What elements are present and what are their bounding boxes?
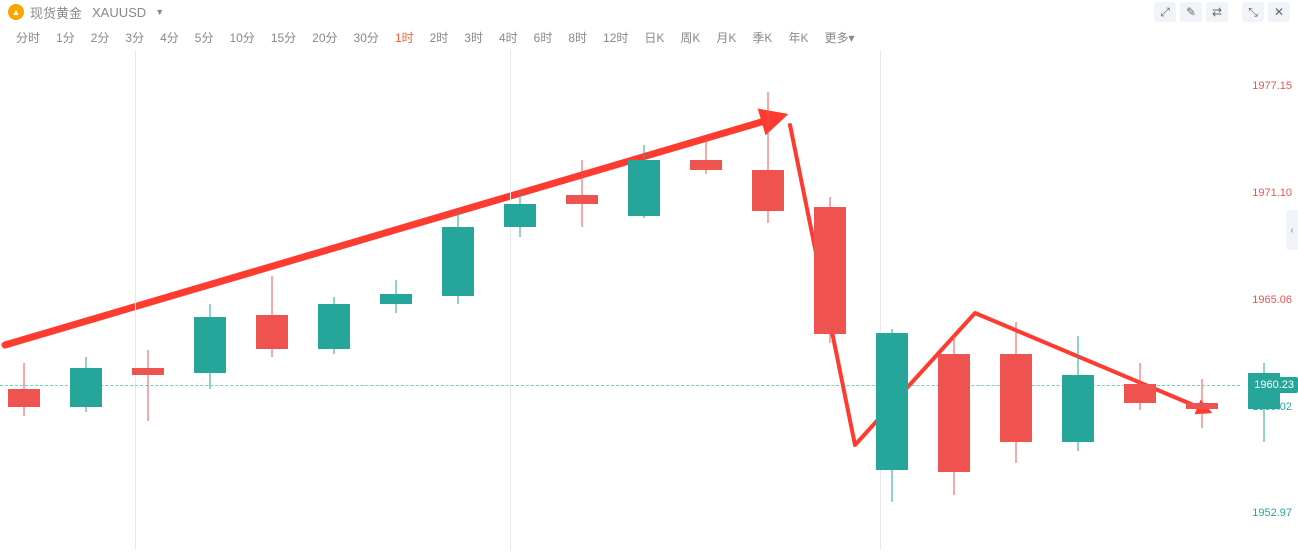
annotation-arrows: [0, 50, 1240, 550]
candle[interactable]: [70, 50, 102, 550]
candle[interactable]: [1124, 50, 1156, 550]
timeframe-8时[interactable]: 8时: [560, 27, 595, 48]
price-label: 1959.02: [1252, 401, 1292, 413]
timeframe-3分[interactable]: 3分: [117, 27, 152, 48]
timeframe-3时[interactable]: 3时: [456, 27, 491, 48]
candle[interactable]: [132, 50, 164, 550]
candle[interactable]: [8, 50, 40, 550]
timeframe-4时[interactable]: 4时: [491, 27, 526, 48]
timeframe-日K[interactable]: 日K: [636, 27, 672, 48]
tool-button-2[interactable]: ⇄: [1206, 2, 1228, 22]
timeframe-分时[interactable]: 分时: [8, 27, 48, 48]
timeframe-4分[interactable]: 4分: [152, 27, 187, 48]
timeframe-10分[interactable]: 10分: [221, 27, 262, 48]
timeframe-12时[interactable]: 12时: [595, 27, 636, 48]
timeframe-1时[interactable]: 1时: [387, 27, 422, 48]
timeframe-1分[interactable]: 1分: [48, 27, 83, 48]
candle[interactable]: [442, 50, 474, 550]
price-label: 1965.06: [1252, 294, 1292, 306]
candle[interactable]: [814, 50, 846, 550]
chart-header: ▲ 现货黄金 XAUUSD ▼ ⤢✎⇄ ⤡✕: [0, 0, 1298, 24]
timeframe-周K[interactable]: 周K: [672, 27, 708, 48]
timeframe-20分[interactable]: 20分: [304, 27, 345, 48]
timeframe-月K[interactable]: 月K: [708, 27, 744, 48]
timeframe-2分[interactable]: 2分: [83, 27, 118, 48]
tool-button-0[interactable]: ⤢: [1154, 2, 1176, 22]
chart-plot[interactable]: [0, 50, 1240, 550]
symbol-code: XAUUSD: [92, 5, 146, 20]
current-price-tag: 1960.23: [1250, 377, 1298, 393]
candle[interactable]: [752, 50, 784, 550]
candle[interactable]: [194, 50, 226, 550]
timeframe-30分[interactable]: 30分: [346, 27, 387, 48]
timeframe-年K[interactable]: 年K: [780, 27, 816, 48]
candle[interactable]: [380, 50, 412, 550]
tool-button-4[interactable]: ✕: [1268, 2, 1290, 22]
candle[interactable]: [938, 50, 970, 550]
candle[interactable]: [256, 50, 288, 550]
candle[interactable]: [504, 50, 536, 550]
tool-button-1[interactable]: ✎: [1180, 2, 1202, 22]
timeframe-季K[interactable]: 季K: [744, 27, 780, 48]
symbol-name: 现货黄金: [30, 3, 82, 22]
tool-button-3[interactable]: ⤡: [1242, 2, 1264, 22]
timeframe-5分[interactable]: 5分: [187, 27, 222, 48]
gold-icon: ▲: [8, 4, 24, 20]
chart-tools: ⤢✎⇄ ⤡✕: [1154, 2, 1290, 22]
symbol-selector[interactable]: ▲ 现货黄金 XAUUSD ▼: [8, 3, 164, 22]
price-label: 1971.10: [1252, 187, 1292, 199]
candle[interactable]: [566, 50, 598, 550]
candle[interactable]: [1186, 50, 1218, 550]
candle[interactable]: [628, 50, 660, 550]
timeframe-bar: 分时1分2分3分4分5分10分15分20分30分1时2时3时4时6时8时12时日…: [0, 24, 1298, 50]
price-label: 1952.97: [1252, 507, 1292, 519]
price-label: 1977.15: [1252, 80, 1292, 92]
candle[interactable]: [318, 50, 350, 550]
candle[interactable]: [1062, 50, 1094, 550]
candle[interactable]: [876, 50, 908, 550]
expand-panel-button[interactable]: ‹: [1286, 210, 1298, 250]
timeframe-2时[interactable]: 2时: [422, 27, 457, 48]
timeframe-6时[interactable]: 6时: [526, 27, 561, 48]
candle[interactable]: [1000, 50, 1032, 550]
timeframe-15分[interactable]: 15分: [263, 27, 304, 48]
candle[interactable]: [690, 50, 722, 550]
chevron-down-icon: ▼: [155, 7, 164, 17]
current-price-line: [0, 385, 1240, 386]
timeframe-更多▾[interactable]: 更多▾: [816, 27, 862, 48]
price-axis: 1977.15 1971.10 1965.06 1960.23 1959.02 1952.…: [1246, 50, 1298, 550]
